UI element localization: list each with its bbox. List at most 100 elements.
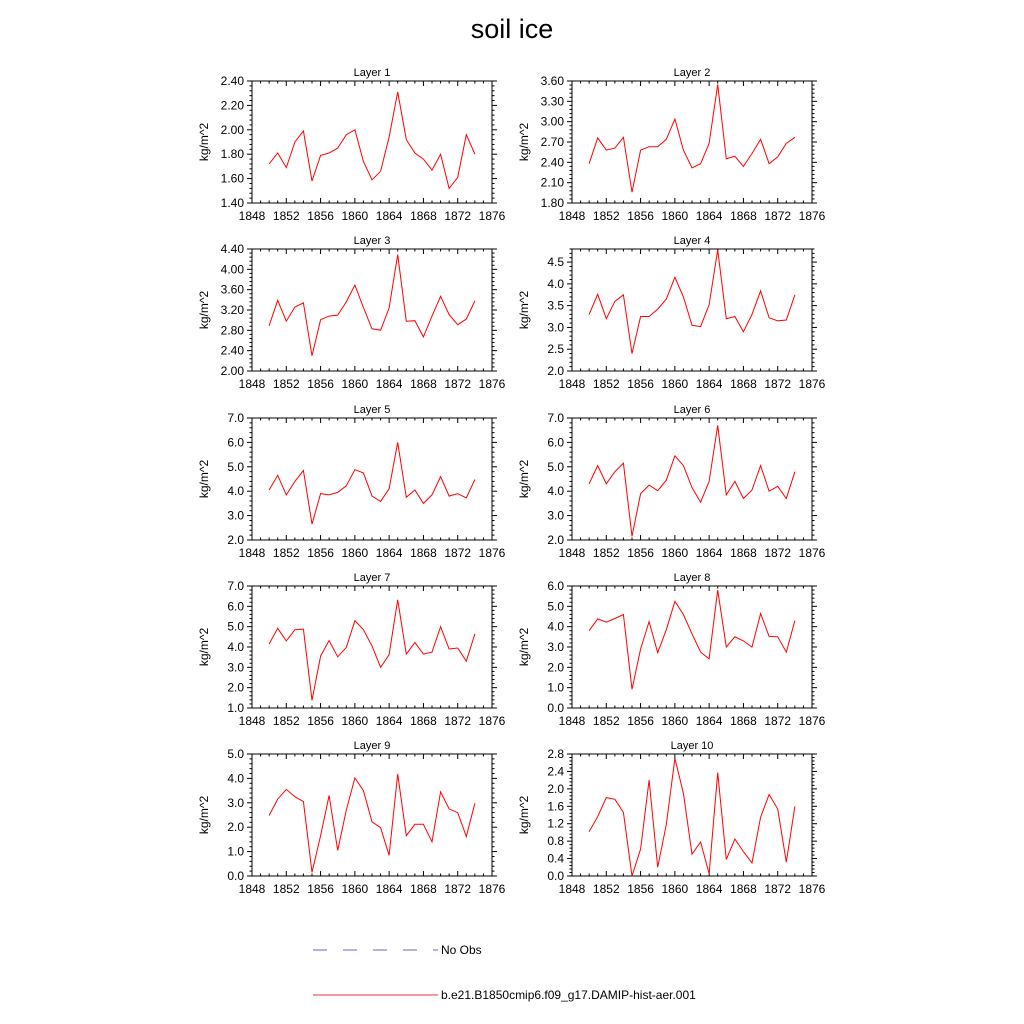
x-tick-label: 1868 [730,377,757,391]
legend-label-no-obs: No Obs [441,943,482,957]
x-tick-label: 1852 [273,546,300,560]
y-tick-label: 2.5 [547,342,564,356]
panel-title: Layer 10 [671,740,714,752]
x-tick-label: 1872 [764,377,791,391]
x-tick-label: 1864 [376,209,403,223]
y-tick-label: 2.4 [547,764,564,778]
x-tick-label: 1856 [307,546,334,560]
x-tick-label: 1848 [559,714,586,728]
y-tick-label: 3.60 [541,74,565,88]
x-tick-label: 1848 [559,209,586,223]
x-tick-label: 1868 [730,546,757,560]
x-tick-label: 1856 [307,882,334,896]
y-axis-label: kg/m^2 [197,628,211,667]
x-tick-label: 1848 [239,377,266,391]
series-line [268,442,476,525]
y-axis-label: kg/m^2 [517,123,531,162]
y-tick-label: 2.0 [227,820,244,834]
x-tick-label: 1868 [410,714,437,728]
y-tick-label: 1.40 [221,196,245,210]
y-tick-label: 4.0 [227,640,244,654]
y-tick-label: 0.4 [547,852,564,866]
y-tick-label: 1.80 [541,196,565,210]
y-tick-label: 5.0 [547,599,564,613]
panel-layer-3: Layer 3 kg/m^2 1848 1852 1856 1860 1864 1868 187… [197,235,506,391]
x-tick-label: 1876 [479,209,506,223]
x-tick-label: 1852 [593,714,620,728]
panel-title: Layer 4 [674,235,711,247]
y-tick-label: 4.5 [547,255,564,269]
x-tick-label: 1856 [307,209,334,223]
y-tick-label: 2.8 [547,747,564,761]
x-tick-label: 1872 [444,377,471,391]
x-tick-label: 1860 [342,546,369,560]
x-tick-label: 1848 [239,882,266,896]
panel-layer-5: Layer 5 kg/m^2 1848 1852 1856 1860 1864 1868 187… [197,404,506,560]
x-tick-label: 1856 [627,882,654,896]
x-tick-label: 1860 [342,882,369,896]
x-tick-label: 1856 [627,714,654,728]
panel-layer-4: Layer 4 kg/m^2 1848 1852 1856 1860 1864 1868 187… [517,235,826,391]
plot-frame [571,753,813,877]
y-axis-label: kg/m^2 [197,460,211,499]
x-tick-label: 1852 [593,882,620,896]
series-line [268,254,476,356]
y-tick-label: 3.5 [547,299,564,313]
y-tick-label: 2.0 [227,681,244,695]
y-tick-label: 1.0 [227,845,244,859]
x-tick-label: 1872 [444,209,471,223]
y-tick-label: 7.0 [547,411,564,425]
x-tick-label: 1856 [307,714,334,728]
y-tick-label: 3.60 [221,283,245,297]
y-tick-label: 3.0 [547,320,564,334]
x-tick-label: 1864 [696,546,723,560]
panel-layer-6: Layer 6 kg/m^2 1848 1852 1856 1860 1864 1868 187… [517,404,826,560]
x-tick-label: 1872 [764,546,791,560]
x-tick-label: 1876 [799,209,826,223]
y-tick-label: 2.40 [221,344,245,358]
x-tick-label: 1868 [410,209,437,223]
x-tick-label: 1864 [696,714,723,728]
panel-layer-2: Layer 2 kg/m^2 1848 1852 1856 1860 1864 1868 187… [517,67,826,223]
x-tick-label: 1864 [376,546,403,560]
x-tick-label: 1868 [410,377,437,391]
y-tick-label: 1.60 [221,172,245,186]
y-tick-label: 5.0 [227,460,244,474]
x-tick-label: 1872 [444,882,471,896]
x-tick-label: 1852 [273,882,300,896]
y-tick-label: 6.0 [227,599,244,613]
y-tick-label: 2.40 [221,74,245,88]
y-tick-label: 4.0 [547,277,564,291]
y-tick-label: 3.0 [227,796,244,810]
y-tick-label: 4.0 [227,771,244,785]
panel-title: Layer 2 [674,67,711,79]
y-tick-label: 1.0 [547,681,564,695]
panel-layer-1: Layer 1 kg/m^2 1848 1852 1856 1860 1864 1868 187… [197,67,506,223]
y-tick-label: 1.80 [221,147,245,161]
x-tick-label: 1856 [627,546,654,560]
y-tick-label: 2.0 [227,533,244,547]
panel-title: Layer 9 [354,740,391,752]
y-axis-label: kg/m^2 [517,460,531,499]
y-axis-label: kg/m^2 [197,291,211,330]
plot-frame [571,248,813,372]
x-tick-label: 1848 [559,546,586,560]
y-tick-label: 6.0 [547,579,564,593]
x-tick-label: 1872 [444,546,471,560]
y-tick-label: 1.6 [547,799,564,813]
y-tick-label: 4.0 [547,484,564,498]
panel-layer-7: Layer 7 kg/m^2 1848 1852 1856 1860 1864 1868 187… [197,572,506,728]
y-tick-label: 0.8 [547,834,564,848]
x-tick-label: 1852 [273,714,300,728]
x-tick-label: 1860 [662,377,689,391]
panel-title: Layer 1 [354,67,391,79]
x-tick-label: 1876 [479,882,506,896]
y-tick-label: 3.0 [547,509,564,523]
y-tick-label: 6.0 [547,435,564,449]
x-tick-label: 1872 [764,882,791,896]
y-tick-label: 0.0 [547,869,564,883]
panel-title: Layer 3 [354,235,391,247]
x-tick-label: 1860 [662,882,689,896]
y-axis-label: kg/m^2 [517,628,531,667]
y-tick-label: 5.0 [227,747,244,761]
